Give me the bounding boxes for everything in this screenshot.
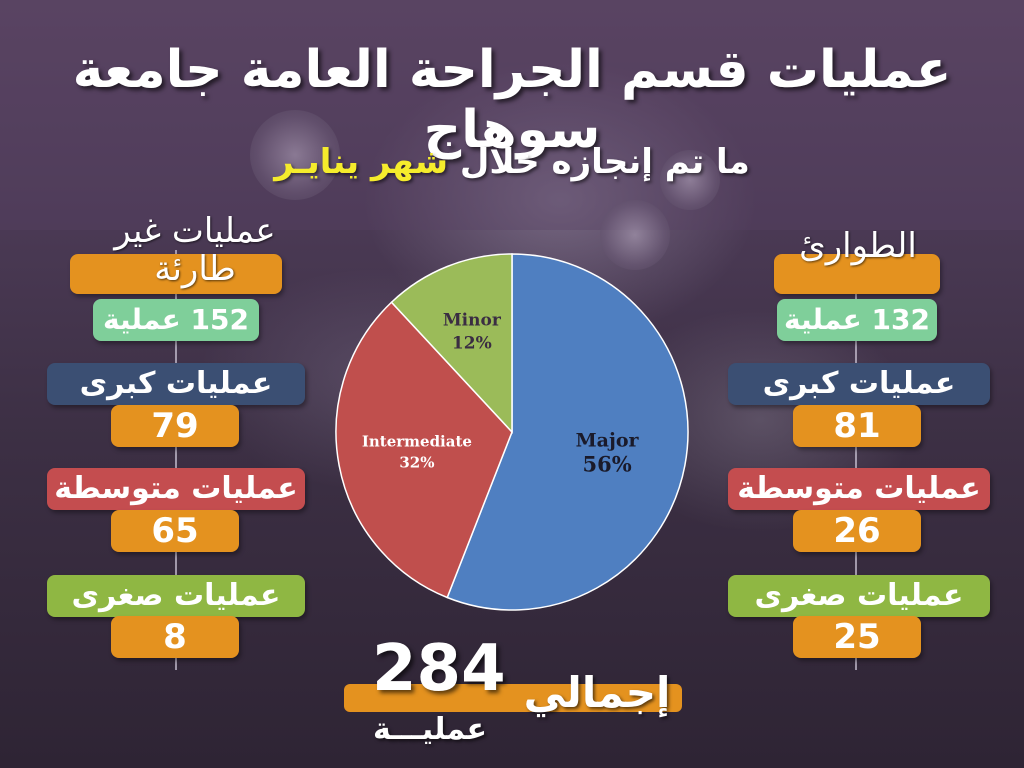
emergency-intermediate-label: عمليات متوسطة [728, 468, 990, 510]
grand-total-unit: عمليـــة [372, 712, 488, 747]
elective-major-value: 79 [111, 405, 239, 447]
elective-heading: عمليات غير طارئة [114, 211, 276, 289]
grand-total-label: إجمالي [523, 668, 671, 717]
pie-label-minor: Minor [443, 310, 502, 330]
emergency-heading-bar [774, 254, 940, 294]
pie-percent-minor: 12% [452, 333, 492, 353]
pie-slice-minor [390, 253, 513, 434]
emergency-major-label: عمليات كبرى [728, 363, 990, 405]
pie-slice-major [446, 253, 689, 611]
elective-minor-label: عمليات صغرى [47, 575, 305, 617]
connector-line [855, 250, 857, 670]
header-overlay [0, 0, 1024, 230]
pie-slice-intermediate [335, 301, 513, 599]
emergency-minor-label: عمليات صغرى [728, 575, 990, 617]
total-bar [344, 684, 682, 712]
surgical-lamp-decoration [660, 150, 720, 210]
pie-label-major: Major [576, 429, 640, 451]
surgical-lamp-decoration [250, 110, 340, 200]
pie-percent-major: 56% [582, 451, 631, 476]
page-title: عمليات قسم الجراحة العامة جامعة سوهاج [72, 40, 952, 160]
subtitle-prefix: ما تم إنجازه خلال [448, 142, 750, 182]
emergency-intermediate-value: 26 [793, 510, 921, 552]
page-subtitle: ما تم إنجازه خلال شهر ينايـر [0, 142, 1024, 182]
emergency-total: 132 عملية [777, 299, 937, 341]
pie-percent-intermediate: 32% [399, 453, 434, 471]
elective-intermediate-value: 65 [111, 510, 239, 552]
elective-intermediate-label: عمليات متوسطة [47, 468, 305, 510]
elective-minor-value: 8 [111, 616, 239, 658]
emergency-heading: الطوارئ [799, 226, 917, 266]
pie-label-intermediate: Intermediate [362, 432, 472, 450]
surgical-lamp-decoration [600, 200, 670, 270]
grand-total-value: 284 [372, 632, 506, 706]
connector-line [175, 250, 177, 670]
elective-major-label: عمليات كبرى [47, 363, 305, 405]
subtitle-highlight: شهر ينايـر [274, 142, 449, 182]
elective-total: 152 عملية [93, 299, 259, 341]
elective-heading-bar [70, 254, 282, 294]
emergency-major-value: 81 [793, 405, 921, 447]
pie-chart: Major 56% Intermediate 32% Minor 12% [332, 252, 692, 612]
emergency-minor-value: 25 [793, 616, 921, 658]
